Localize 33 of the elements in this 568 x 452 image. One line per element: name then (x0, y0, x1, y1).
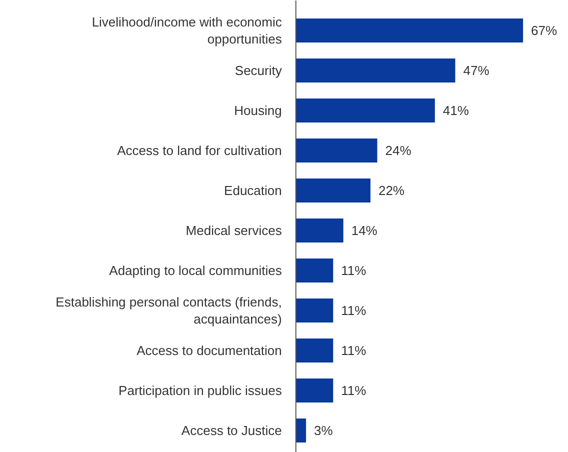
data-label: 11% (341, 263, 367, 278)
y-tick-label: Livelihood/income with economic opportunities (92, 14, 282, 47)
data-label: 41% (442, 103, 470, 118)
data-label: 24% (385, 143, 412, 158)
bar (296, 98, 435, 122)
y-tick-label: Medical services (186, 223, 282, 238)
y-tick-label: Access to documentation (136, 343, 282, 358)
data-label: 67% (531, 23, 558, 38)
bar (296, 18, 524, 42)
y-tick-label: Participation in public issues (118, 383, 282, 398)
bar (296, 418, 306, 442)
y-tick-label: Security (234, 63, 282, 78)
y-tick-label: Adapting to local communities (109, 263, 282, 278)
bar (296, 138, 378, 162)
y-tick-label: Establishing personal contacts (friends, acquaintances) (56, 294, 282, 327)
data-label: 11% (341, 383, 367, 398)
y-tick-label: Access to land for cultivation (117, 143, 282, 158)
bar (296, 298, 334, 322)
data-label: 47% (463, 63, 490, 78)
y-tick-label: Housing (234, 103, 282, 118)
bar (296, 178, 370, 202)
y-tick-label: Access to Justice (181, 423, 282, 438)
data-label: 11% (341, 303, 367, 318)
data-label: 3% (314, 423, 334, 438)
data-label: 11% (341, 343, 367, 358)
bar (296, 338, 334, 362)
data-label: 14% (351, 223, 378, 238)
bar (296, 258, 334, 282)
bar (296, 378, 334, 402)
bar (296, 58, 456, 82)
bar (296, 218, 344, 242)
data-label: 22% (378, 183, 405, 198)
y-tick-label: Education (224, 183, 282, 198)
